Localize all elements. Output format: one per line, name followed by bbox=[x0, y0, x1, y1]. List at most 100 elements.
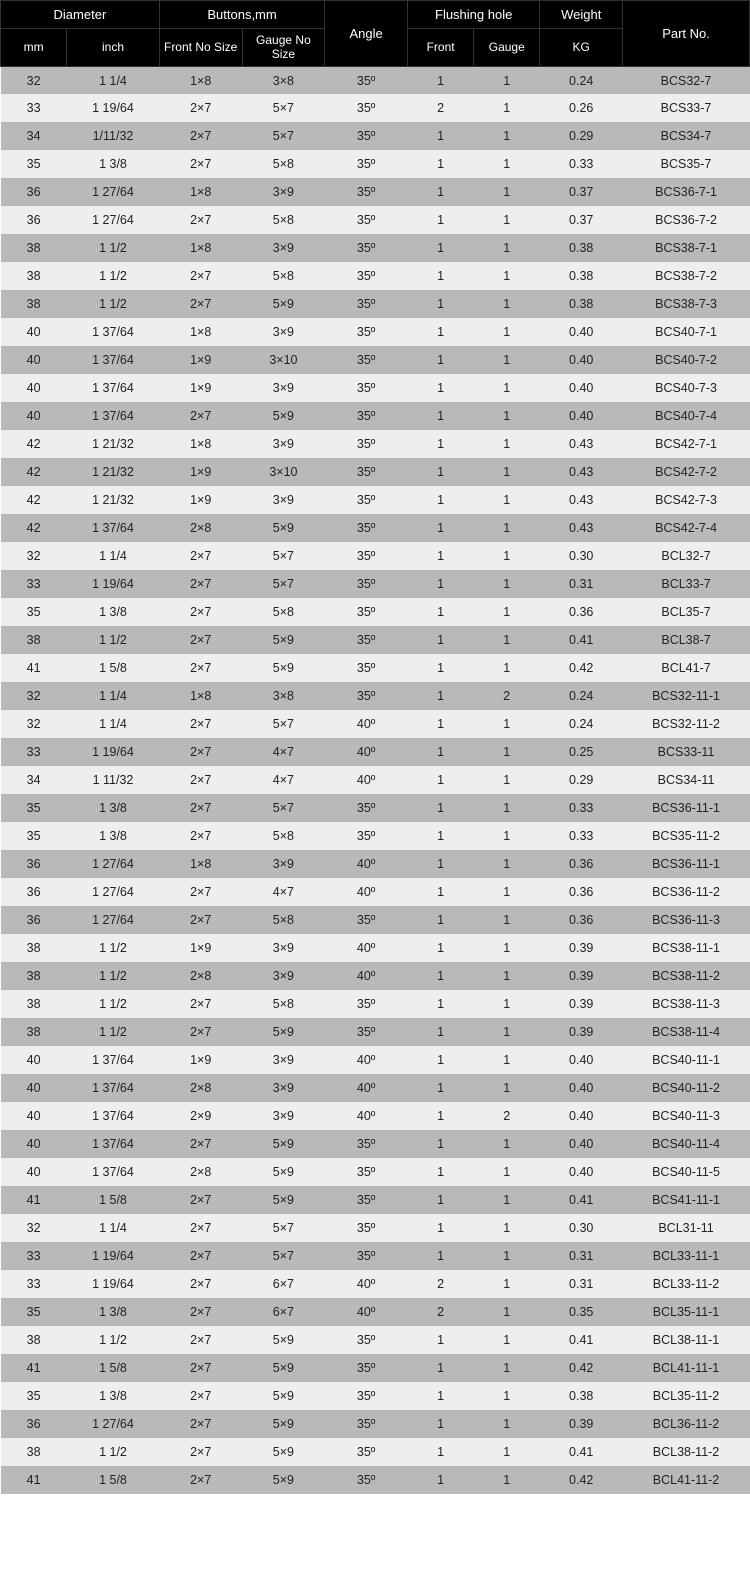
table-cell: BCS40-11-4 bbox=[623, 1130, 750, 1158]
table-cell: 0.36 bbox=[540, 906, 623, 934]
table-cell: 1 bbox=[474, 1018, 540, 1046]
table-cell: BCS38-7-3 bbox=[623, 290, 750, 318]
table-cell: 1 19/64 bbox=[67, 738, 160, 766]
table-cell: 0.40 bbox=[540, 1102, 623, 1130]
table-cell: 5×7 bbox=[242, 794, 325, 822]
table-cell: 40º bbox=[325, 1298, 408, 1326]
table-cell: 2×7 bbox=[159, 290, 242, 318]
table-cell: 5×7 bbox=[242, 94, 325, 122]
table-cell: 2×7 bbox=[159, 1298, 242, 1326]
table-cell: 38 bbox=[1, 290, 67, 318]
table-cell: BCL36-11-2 bbox=[623, 1410, 750, 1438]
table-cell: 2×7 bbox=[159, 1354, 242, 1382]
header-weight-kg: KG bbox=[540, 29, 623, 67]
table-cell: BCS42-7-4 bbox=[623, 514, 750, 542]
table-cell: 0.43 bbox=[540, 486, 623, 514]
table-cell: 35º bbox=[325, 178, 408, 206]
table-cell: 1 bbox=[407, 430, 473, 458]
table-cell: 1 bbox=[474, 1354, 540, 1382]
header-gauge: Gauge No Size bbox=[242, 29, 325, 67]
table-cell: 3×9 bbox=[242, 486, 325, 514]
table-cell: BCS32-7 bbox=[623, 66, 750, 94]
table-cell: 35º bbox=[325, 794, 408, 822]
table-cell: 1 bbox=[407, 1326, 473, 1354]
table-cell: 1×8 bbox=[159, 66, 242, 94]
table-row: 381 1/22×75×935º110.41BCL38-11-2 bbox=[1, 1438, 750, 1466]
table-cell: 36 bbox=[1, 178, 67, 206]
table-row: 321 1/42×75×735º110.30BCL31-11 bbox=[1, 1214, 750, 1242]
table-cell: 35º bbox=[325, 122, 408, 150]
table-cell: 3×9 bbox=[242, 318, 325, 346]
table-cell: 42 bbox=[1, 430, 67, 458]
table-cell: 38 bbox=[1, 962, 67, 990]
table-cell: 1 bbox=[474, 1242, 540, 1270]
table-cell: 0.43 bbox=[540, 514, 623, 542]
table-cell: 40º bbox=[325, 1102, 408, 1130]
table-cell: 35º bbox=[325, 822, 408, 850]
table-cell: 35º bbox=[325, 94, 408, 122]
table-cell: 1 3/8 bbox=[67, 150, 160, 178]
header-partno: Part No. bbox=[623, 1, 750, 67]
table-cell: 5×9 bbox=[242, 1186, 325, 1214]
table-cell: 2 bbox=[474, 1102, 540, 1130]
table-cell: 40º bbox=[325, 738, 408, 766]
table-cell: 1 1/2 bbox=[67, 934, 160, 962]
table-cell: 1 bbox=[407, 542, 473, 570]
table-cell: 1 bbox=[474, 710, 540, 738]
header-front: Front No Size bbox=[159, 29, 242, 67]
table-cell: 2×9 bbox=[159, 1102, 242, 1130]
table-cell: 1 bbox=[407, 1242, 473, 1270]
table-cell: 4×7 bbox=[242, 766, 325, 794]
table-cell: 1 bbox=[407, 1214, 473, 1242]
table-cell: 1 bbox=[407, 1354, 473, 1382]
table-cell: 1×9 bbox=[159, 486, 242, 514]
table-cell: 2 bbox=[407, 1270, 473, 1298]
table-row: 321 1/41×83×835º110.24BCS32-7 bbox=[1, 66, 750, 94]
table-cell: 1 37/64 bbox=[67, 1074, 160, 1102]
table-cell: 3×9 bbox=[242, 934, 325, 962]
table-cell: 5×8 bbox=[242, 990, 325, 1018]
table-cell: 5×8 bbox=[242, 262, 325, 290]
table-cell: 3×8 bbox=[242, 66, 325, 94]
table-row: 321 1/41×83×835º120.24BCS32-11-1 bbox=[1, 682, 750, 710]
table-cell: 2×7 bbox=[159, 122, 242, 150]
table-cell: 1×8 bbox=[159, 682, 242, 710]
table-cell: 35 bbox=[1, 1298, 67, 1326]
table-cell: 1 bbox=[474, 822, 540, 850]
table-row: 401 37/641×93×940º110.40BCS40-11-1 bbox=[1, 1046, 750, 1074]
table-cell: 1 27/64 bbox=[67, 206, 160, 234]
table-cell: 2×7 bbox=[159, 1270, 242, 1298]
table-cell: 1 bbox=[407, 598, 473, 626]
table-cell: BCL35-11-1 bbox=[623, 1298, 750, 1326]
table-cell: BCS33-7 bbox=[623, 94, 750, 122]
table-cell: 33 bbox=[1, 1242, 67, 1270]
table-row: 381 1/22×83×940º110.39BCS38-11-2 bbox=[1, 962, 750, 990]
table-cell: 1 19/64 bbox=[67, 1242, 160, 1270]
table-cell: 3×9 bbox=[242, 1074, 325, 1102]
table-cell: 2×7 bbox=[159, 766, 242, 794]
table-cell: 33 bbox=[1, 570, 67, 598]
table-cell: 5×7 bbox=[242, 1214, 325, 1242]
table-row: 361 27/642×75×935º110.39BCL36-11-2 bbox=[1, 1410, 750, 1438]
table-cell: 1 bbox=[474, 1158, 540, 1186]
table-cell: BCS40-11-3 bbox=[623, 1102, 750, 1130]
table-cell: 5×7 bbox=[242, 710, 325, 738]
table-cell: 40 bbox=[1, 402, 67, 430]
table-cell: 36 bbox=[1, 878, 67, 906]
table-cell: BCS40-7-2 bbox=[623, 346, 750, 374]
table-cell: 1 1/2 bbox=[67, 234, 160, 262]
table-row: 401 37/642×75×935º110.40BCS40-7-4 bbox=[1, 402, 750, 430]
table-cell: 35º bbox=[325, 150, 408, 178]
table-cell: 1 bbox=[407, 1074, 473, 1102]
table-cell: 0.24 bbox=[540, 66, 623, 94]
table-cell: 1 bbox=[474, 318, 540, 346]
table-cell: 1 19/64 bbox=[67, 570, 160, 598]
table-cell: 40º bbox=[325, 878, 408, 906]
table-cell: 2×7 bbox=[159, 822, 242, 850]
table-cell: 2 bbox=[474, 682, 540, 710]
table-cell: BCS40-11-5 bbox=[623, 1158, 750, 1186]
table-cell: 1 1/4 bbox=[67, 542, 160, 570]
table-cell: 1 bbox=[474, 150, 540, 178]
table-cell: 1 1/2 bbox=[67, 1438, 160, 1466]
table-cell: BCS38-11-4 bbox=[623, 1018, 750, 1046]
